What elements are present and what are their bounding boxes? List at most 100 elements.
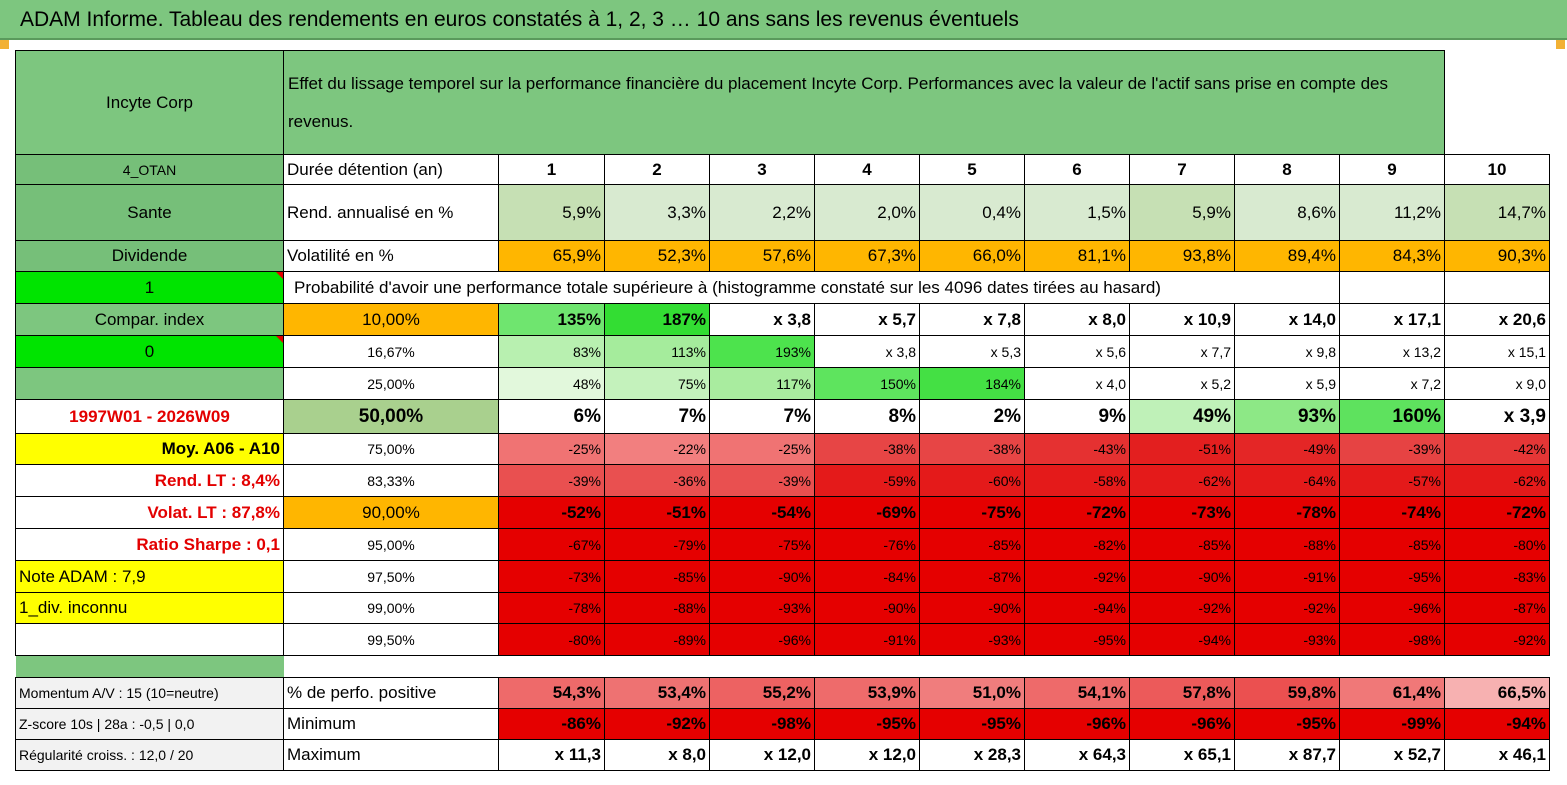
probability-row: 99,50% -80% -89% -96% -91% -93% -95% -94% -93% -9… [15, 623, 1550, 656]
stats-value-cell: x 12,0 [709, 739, 815, 771]
stats-value-cell: x 46,1 [1444, 739, 1550, 771]
duration-value-cell: 3 [709, 154, 815, 185]
spacer-cell [284, 656, 1550, 678]
probability-value-cell: 93% [1234, 399, 1340, 434]
probability-value-cell: x 8,0 [1024, 303, 1130, 336]
stats-side-cell: Momentum A/V : 15 (10=neutre) [15, 677, 284, 709]
probability-value-cell: -90% [814, 592, 920, 624]
stats-value-cell: 53,9% [814, 677, 920, 709]
stats-value-cell: x 11,3 [498, 739, 605, 771]
probability-value-cell: 113% [604, 335, 710, 368]
percentile-cell: 99,00% [283, 592, 499, 624]
probability-value-cell: x 13,2 [1339, 335, 1445, 368]
stats-value-cell: 55,2% [709, 677, 815, 709]
probability-value-cell: -25% [709, 433, 815, 465]
duration-value-cell: 8 [1234, 154, 1340, 185]
probability-value-cell: 6% [498, 399, 605, 434]
probability-value-cell: 193% [709, 335, 815, 368]
duration-value-cell: 6 [1024, 154, 1130, 185]
probability-row: 0 16,67% 83% 113% 193% x 3,8 x 5,3 x 5,6 x 7,7 x … [15, 335, 1550, 368]
row-label-cell: Rend. annualisé en % [283, 184, 499, 241]
probability-value-cell: x 5,6 [1024, 335, 1130, 368]
stats-label-cell: Maximum [283, 739, 499, 771]
probability-value-cell: -39% [1339, 433, 1445, 465]
side-label-cell: 1 [15, 271, 284, 304]
probability-value-cell: x 7,8 [919, 303, 1025, 336]
stats-value-cell: 59,8% [1234, 677, 1340, 709]
volatility-value-cell: 65,9% [498, 240, 605, 272]
stats-label-cell: % de perfo. positive [283, 677, 499, 709]
probability-value-cell: -90% [1129, 560, 1235, 593]
probability-value-cell: -92% [1234, 592, 1340, 624]
stats-side-cell: Z-score 10s | 28a : -0,5 | 0,0 [15, 708, 284, 740]
duration-value-cell: 9 [1339, 154, 1445, 185]
probability-value-cell: -83% [1444, 560, 1550, 593]
probability-caption-cell: Probabilité d'avoir une performance tota… [283, 271, 1340, 304]
return-value-cell: 2,0% [814, 184, 920, 241]
row-label-cell: Volatilité en % [283, 240, 499, 272]
probability-row: 1997W01 - 2026W09 50,00% 6% 7% 7% 8% 2% 9% 49% 93… [15, 399, 1550, 434]
duration-value-cell: 10 [1444, 154, 1550, 185]
side-label-cell: 0 [15, 335, 284, 368]
probability-value-cell: 9% [1024, 399, 1130, 434]
probability-value-cell: x 9,0 [1444, 367, 1550, 400]
return-value-cell: 1,5% [1024, 184, 1130, 241]
probability-value-cell: -89% [604, 623, 710, 656]
probability-value-cell: 7% [709, 399, 815, 434]
probability-value-cell: x 4,0 [1024, 367, 1130, 400]
probability-value-cell: -88% [604, 592, 710, 624]
probability-value-cell: -91% [1234, 560, 1340, 593]
probability-value-cell: -74% [1339, 496, 1445, 529]
stats-value-cell: 51,0% [919, 677, 1025, 709]
probability-value-cell: x 9,8 [1234, 335, 1340, 368]
side-label-cell: Moy. A06 - A10 [15, 433, 284, 465]
probability-value-cell: -69% [814, 496, 920, 529]
probability-value-cell: -38% [919, 433, 1025, 465]
side-label-cell [15, 367, 284, 400]
probability-value-cell: x 7,7 [1129, 335, 1235, 368]
probability-value-cell: -93% [919, 623, 1025, 656]
probability-value-cell: 184% [919, 367, 1025, 400]
probability-value-cell: -62% [1444, 464, 1550, 497]
probability-value-cell: -51% [1129, 433, 1235, 465]
probability-value-cell: -52% [498, 496, 605, 529]
side-label-cell: Ratio Sharpe : 0,1 [15, 528, 284, 561]
probability-value-cell: -95% [1024, 623, 1130, 656]
probability-value-cell: x 5,3 [919, 335, 1025, 368]
probability-value-cell: -79% [604, 528, 710, 561]
probability-value-cell: -95% [1339, 560, 1445, 593]
percentile-cell: 99,50% [283, 623, 499, 656]
probability-value-cell: -96% [709, 623, 815, 656]
side-label-cell: Dividende [15, 240, 284, 272]
volatility-value-cell: 90,3% [1444, 240, 1550, 272]
stats-side-cell: Régularité croiss. : 12,0 / 20 [15, 739, 284, 771]
probability-value-cell: -72% [1024, 496, 1130, 529]
title-banner: ADAM Informe. Tableau des rendements en … [0, 0, 1567, 40]
returns-table: Incyte Corp Effet du lissage temporel sur… [15, 50, 1550, 771]
stats-value-cell: x 87,7 [1234, 739, 1340, 771]
return-value-cell: 8,6% [1234, 184, 1340, 241]
stats-value-cell: x 28,3 [919, 739, 1025, 771]
probability-value-cell: x 3,8 [814, 335, 920, 368]
probability-value-cell: -49% [1234, 433, 1340, 465]
empty-cell [1339, 271, 1445, 304]
volatility-value-cell: 93,8% [1129, 240, 1235, 272]
stats-value-cell: 54,3% [498, 677, 605, 709]
probability-value-cell: -94% [1024, 592, 1130, 624]
side-label-cell: Rend. LT : 8,4% [15, 464, 284, 497]
volatility-value-cell: 52,3% [604, 240, 710, 272]
probability-value-cell: -84% [814, 560, 920, 593]
return-value-cell: 0,4% [919, 184, 1025, 241]
empty-cell [1444, 271, 1550, 304]
probability-value-cell: -87% [919, 560, 1025, 593]
duration-value-cell: 5 [919, 154, 1025, 185]
probability-value-cell: 187% [604, 303, 710, 336]
probability-value-cell: x 15,1 [1444, 335, 1550, 368]
probability-value-cell: -62% [1129, 464, 1235, 497]
probability-value-cell: -92% [1024, 560, 1130, 593]
percentile-cell: 83,33% [283, 464, 499, 497]
probability-value-cell: x 20,6 [1444, 303, 1550, 336]
header-description-cell: Effet du lissage temporel sur la perform… [283, 50, 1445, 155]
page-title: ADAM Informe. Tableau des rendements en … [20, 8, 1019, 31]
probability-value-cell: x 7,2 [1339, 367, 1445, 400]
